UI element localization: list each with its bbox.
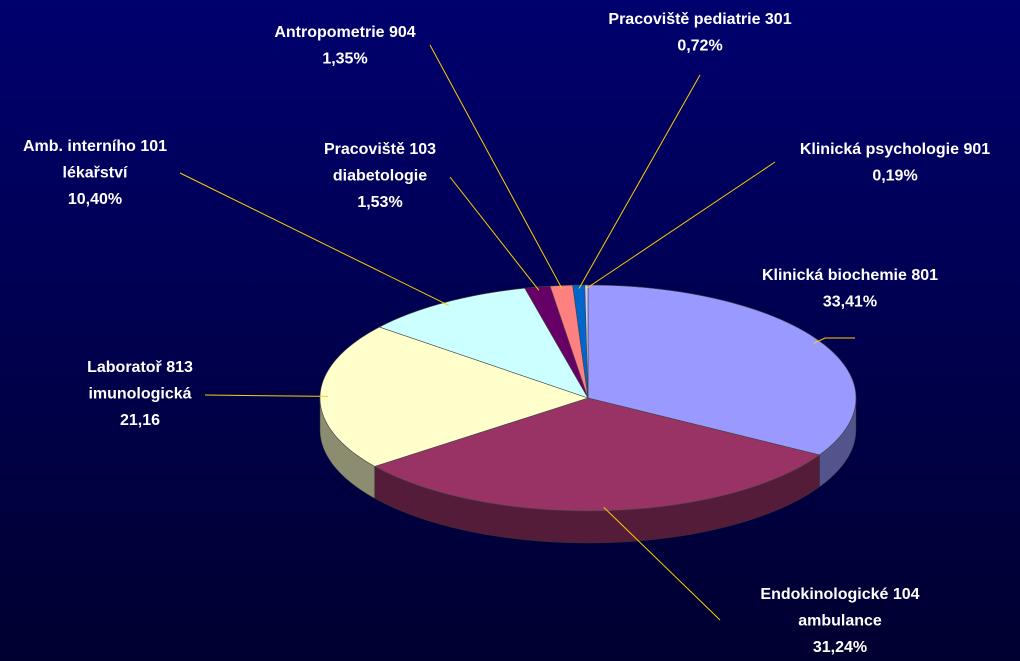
value-label: 0,72% (677, 38, 722, 55)
slice-label: Klinická psychologie 901 0,19% (800, 141, 990, 185)
label-line: Laboratoř 813 (87, 359, 193, 376)
label-line: Endokinologické 104 (760, 586, 919, 603)
slice-label: Klinická biochemie 801 33,41% (762, 267, 938, 311)
leader-line (429, 44, 563, 290)
label-line: imunologická (88, 386, 191, 403)
value-label: 31,24% (813, 639, 867, 656)
slice (584, 284, 589, 399)
slice (549, 284, 589, 399)
value-label: 10,40% (68, 191, 122, 208)
value-label: 1,53% (357, 194, 402, 211)
leader-line (603, 507, 721, 621)
slice-label: Laboratoř 813 imunologická 21,16 (87, 359, 193, 429)
slice-label: Endokinologické 104 ambulance 31,24% (760, 586, 919, 656)
slice-label: Pracoviště pediatrie 301 0,72% (608, 11, 791, 55)
leader-line (179, 172, 450, 306)
value-label: 21,16 (120, 412, 160, 429)
slice-label: Pracoviště 103 diabetologie 1,53% (324, 141, 436, 211)
leader-line (204, 394, 329, 397)
value-label: 1,35% (322, 51, 367, 68)
slice (572, 284, 589, 399)
slice-label: Amb. interního 101 lékařství 10,40% (23, 138, 167, 208)
leader-line (449, 176, 540, 291)
label-line: Pracoviště 103 (324, 141, 436, 158)
leader-line (813, 337, 855, 344)
label-line: Klinická psychologie 901 (800, 141, 990, 158)
slice (524, 285, 589, 399)
label-line: Amb. interního 101 (23, 138, 167, 155)
label-line: ambulance (798, 613, 882, 630)
slice (378, 287, 589, 399)
label-line: lékařství (63, 165, 128, 182)
label-line: diabetologie (333, 168, 427, 185)
slice-label: Antropometrie 904 1,35% (274, 24, 415, 68)
leader-line (586, 161, 776, 289)
slice (373, 397, 821, 512)
label-line: Antropometrie 904 (274, 24, 415, 41)
label-line: Klinická biochemie 801 (762, 267, 938, 284)
value-label: 33,41% (823, 294, 877, 311)
leader-line (578, 74, 701, 289)
slice (587, 284, 857, 456)
label-line: Pracoviště pediatrie 301 (608, 11, 791, 28)
value-label: 0,19% (872, 168, 917, 185)
